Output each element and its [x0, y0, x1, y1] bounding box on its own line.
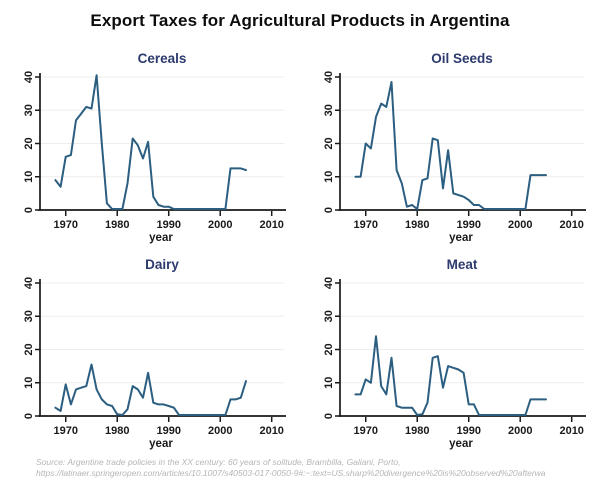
charts-grid: Cereals 0 10 20 30 40 1970 1980 1990 2000 2010 yea… — [0, 48, 600, 454]
y-tick-label: 10 — [323, 171, 335, 183]
source-line-1: Source: Argentine trade policies in the … — [36, 457, 401, 467]
y-tick-label: 20 — [23, 343, 35, 355]
x-tick-label: 1970 — [54, 425, 78, 437]
x-tick-label: 1980 — [405, 425, 429, 437]
line-chart-meat: 0 10 20 30 40 1970 1980 1990 2000 2010 year — [323, 277, 586, 450]
x-tick-label: 1970 — [54, 219, 78, 231]
x-tick-label: 1980 — [105, 425, 129, 437]
x-tick-label: 1970 — [354, 425, 378, 437]
x-tick-label: 2010 — [559, 425, 583, 437]
subplot-oil-seeds: Oil Seeds 0 10 20 30 40 1970 1980 1990 2000 2010 y… — [300, 48, 600, 254]
subplot-title-oil-seeds: Oil Seeds — [431, 51, 493, 66]
x-tick-label: 1990 — [156, 425, 180, 437]
data-line — [354, 81, 547, 210]
x-tick-label: 2000 — [508, 219, 532, 231]
y-tick-label: 30 — [23, 310, 35, 322]
x-tick-label: 2000 — [508, 425, 532, 437]
subplot-title-dairy: Dairy — [145, 257, 179, 272]
figure-title: Export Taxes for Agricultural Products i… — [90, 11, 510, 30]
x-tick-label: 1990 — [156, 219, 180, 231]
x-tick-label: 2010 — [259, 425, 283, 437]
subplot-title-cereals: Cereals — [137, 51, 187, 66]
data-line — [54, 363, 247, 416]
subplot-title-meat: Meat — [446, 257, 478, 272]
y-tick-label: 10 — [323, 377, 335, 389]
x-tick-label: 1970 — [354, 219, 378, 231]
y-tick-label: 30 — [323, 104, 335, 116]
x-tick-label: 1980 — [405, 219, 429, 231]
y-tick-label: 30 — [23, 104, 35, 116]
y-tick-label: 20 — [23, 137, 35, 149]
x-axis-label: year — [449, 232, 473, 244]
y-tick-label: 10 — [23, 377, 35, 389]
line-chart-cereals: 0 10 20 30 40 1970 1980 1990 2000 2010 year — [23, 71, 286, 244]
y-tick-label: 40 — [323, 277, 335, 289]
x-tick-label: 1990 — [456, 219, 480, 231]
y-tick-label: 10 — [23, 171, 35, 183]
subplot-dairy: Dairy 0 10 20 30 40 1970 1980 1990 2000 2010 year — [0, 254, 300, 454]
y-tick-label: 40 — [323, 71, 335, 83]
x-axis-label: year — [449, 438, 473, 450]
data-line — [354, 335, 547, 416]
data-line — [54, 74, 247, 210]
x-tick-label: 2010 — [559, 219, 583, 231]
y-tick-label: 30 — [323, 310, 335, 322]
y-tick-label: 40 — [23, 277, 35, 289]
subplot-meat: Meat 0 10 20 30 40 1970 1980 1990 2000 2010 year — [300, 254, 600, 454]
line-chart-oil-seeds: 0 10 20 30 40 1970 1980 1990 2000 2010 year — [323, 71, 586, 244]
x-tick-label: 2000 — [208, 219, 232, 231]
x-axis-label: year — [149, 438, 173, 450]
x-tick-label: 2010 — [259, 219, 283, 231]
y-tick-label: 0 — [323, 207, 335, 213]
x-tick-label: 1980 — [105, 219, 129, 231]
subplot-cereals: Cereals 0 10 20 30 40 1970 1980 1990 2000 2010 yea… — [0, 48, 300, 254]
y-tick-label: 40 — [23, 71, 35, 83]
y-tick-label: 20 — [323, 343, 335, 355]
line-chart-dairy: 0 10 20 30 40 1970 1980 1990 2000 2010 year — [23, 277, 286, 450]
y-tick-label: 20 — [323, 137, 335, 149]
y-tick-label: 0 — [323, 413, 335, 419]
y-tick-label: 0 — [23, 413, 35, 419]
x-tick-label: 1990 — [456, 425, 480, 437]
y-tick-label: 0 — [23, 207, 35, 213]
x-tick-label: 2000 — [208, 425, 232, 437]
x-axis-label: year — [149, 232, 173, 244]
source-note: Source: Argentine trade policies in the … — [36, 457, 600, 479]
source-line-2: https://latinaer.springeropen.com/articl… — [36, 468, 546, 478]
